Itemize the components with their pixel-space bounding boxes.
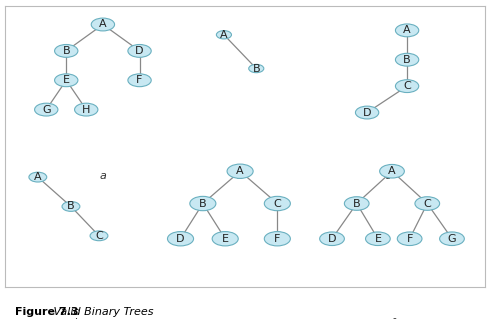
Ellipse shape [54,74,78,87]
Ellipse shape [395,53,419,66]
Text: B: B [403,55,411,65]
Ellipse shape [415,197,440,210]
Text: f: f [390,318,394,319]
Ellipse shape [395,24,419,37]
Ellipse shape [74,103,98,116]
Text: F: F [406,234,413,244]
Ellipse shape [264,232,291,246]
Ellipse shape [62,202,80,211]
Ellipse shape [380,165,404,178]
Ellipse shape [440,232,465,246]
Ellipse shape [217,31,231,39]
Ellipse shape [366,232,390,246]
Ellipse shape [128,44,151,57]
Ellipse shape [54,44,78,57]
Text: c: c [384,171,390,181]
Text: G: G [448,234,456,244]
Text: A: A [236,166,244,176]
Text: A: A [34,172,42,182]
Ellipse shape [227,164,253,178]
Text: F: F [274,234,281,244]
Text: B: B [252,63,260,73]
Text: A: A [99,19,107,29]
Ellipse shape [319,232,344,246]
Ellipse shape [190,197,216,211]
Ellipse shape [395,80,419,93]
Text: B: B [62,46,70,56]
Ellipse shape [344,197,369,210]
Text: C: C [423,198,431,209]
Text: d: d [70,318,77,319]
Text: H: H [82,105,91,115]
Ellipse shape [29,172,47,182]
Text: A: A [220,30,228,40]
Text: C: C [403,81,411,91]
Text: Figure 7.3: Figure 7.3 [15,308,78,317]
Text: A: A [388,166,396,176]
Ellipse shape [128,74,151,87]
Text: e: e [237,318,244,319]
Text: a: a [99,171,106,181]
Ellipse shape [168,232,194,246]
Text: D: D [328,234,336,244]
Text: C: C [95,231,103,241]
Text: E: E [221,234,229,244]
Text: D: D [363,108,371,117]
Ellipse shape [264,197,291,211]
Text: E: E [63,75,70,85]
Text: b: b [237,171,244,181]
Text: B: B [199,198,207,209]
Ellipse shape [249,64,264,73]
Text: G: G [42,105,50,115]
Ellipse shape [35,103,58,116]
Text: A: A [403,26,411,35]
Text: E: E [374,234,381,244]
Text: F: F [136,75,143,85]
Ellipse shape [91,18,115,31]
Text: B: B [67,202,75,211]
Ellipse shape [397,232,422,246]
Ellipse shape [355,106,379,119]
Text: B: B [353,198,361,209]
Ellipse shape [90,231,108,241]
Text: Valid Binary Trees: Valid Binary Trees [50,308,153,317]
Text: D: D [135,46,144,56]
Text: D: D [176,234,185,244]
Text: C: C [273,198,281,209]
Ellipse shape [212,232,238,246]
